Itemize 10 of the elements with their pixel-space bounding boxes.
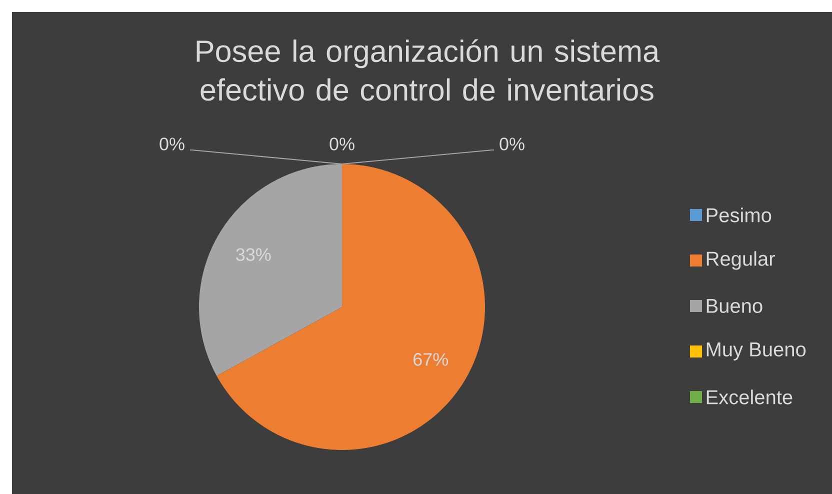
text: 0%: [330, 138, 354, 150]
data-label: 67%: [414, 353, 448, 366]
legend-label: Regular: [706, 251, 775, 270]
legend-label: Pesimo: [706, 208, 772, 222]
text: 0%: [500, 138, 524, 150]
legend-label: Muy Bueno: [706, 342, 806, 360]
legend-label: Excelente: [706, 390, 792, 404]
chart-title: Posee la organización un sistema efectivo de control de inventarios: [196, 39, 660, 101]
legend-label: Bueno: [706, 299, 762, 313]
text: 0%: [160, 138, 184, 150]
